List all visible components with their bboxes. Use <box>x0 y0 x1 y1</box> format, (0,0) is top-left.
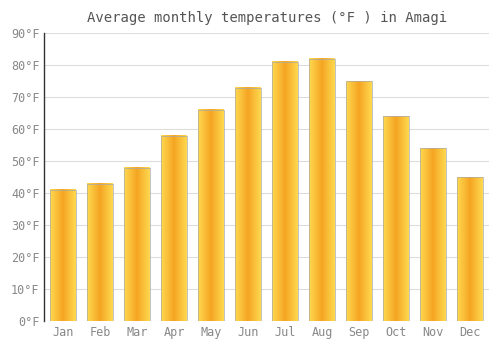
Bar <box>272 62 298 321</box>
Bar <box>384 116 409 321</box>
Bar <box>87 183 113 321</box>
Bar <box>458 177 483 321</box>
Bar <box>346 81 372 321</box>
Title: Average monthly temperatures (°F ) in Amagi: Average monthly temperatures (°F ) in Am… <box>86 11 446 25</box>
Bar <box>198 110 224 321</box>
Bar <box>235 88 261 321</box>
Bar <box>124 168 150 321</box>
Bar <box>50 190 76 321</box>
Bar <box>161 135 187 321</box>
Bar <box>310 59 335 321</box>
Bar <box>420 148 446 321</box>
